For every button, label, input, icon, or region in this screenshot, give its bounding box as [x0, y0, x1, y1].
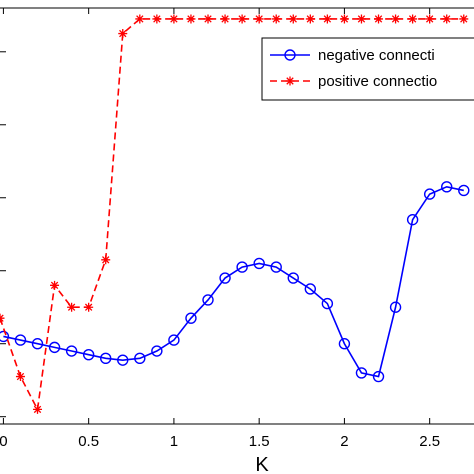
data-point-circle: [304, 283, 317, 295]
data-point-circle: [321, 297, 334, 310]
legend-box: [261, 37, 474, 101]
data-point-star: [15, 372, 25, 382]
x-tick-label: 0.5: [78, 433, 99, 450]
data-point-circle: [219, 272, 231, 284]
data-point-circle: [100, 352, 112, 365]
x-tick-label: 0: [0, 433, 8, 450]
data-point-star: [135, 14, 145, 24]
data-point-circle: [31, 338, 44, 350]
data-point-circle: [65, 345, 78, 357]
data-point-star: [101, 255, 111, 265]
series-layer: [0, 14, 470, 414]
data-point-circle: [458, 184, 470, 197]
data-point-star: [84, 302, 94, 312]
x-axis-ticks: 0 0.5 1 1.5 2 2.5: [0, 8, 440, 450]
data-point-star: [391, 14, 401, 24]
x-tick-label: 2.5: [419, 433, 440, 450]
data-point-circle: [236, 261, 248, 273]
data-point-circle: [406, 213, 419, 226]
data-point-circle: [355, 367, 368, 379]
data-point-circle: [14, 334, 27, 346]
data-point-star: [152, 14, 162, 24]
data-point-star: [169, 14, 179, 24]
data-point-star: [203, 14, 213, 24]
legend-marker-star: [285, 76, 295, 86]
data-point-circle: [423, 188, 436, 200]
data-point-circle: [117, 354, 129, 366]
data-point-star: [220, 14, 230, 24]
data-point-star: [305, 14, 315, 24]
plot-area: [0, 7, 474, 425]
data-point-star: [237, 14, 247, 24]
x-axis-label: K: [255, 454, 269, 474]
legend-label: negative connecti: [318, 47, 435, 64]
data-point-star: [118, 29, 128, 39]
data-point-star: [271, 14, 281, 24]
data-point-circle: [338, 338, 351, 350]
series-1: [0, 181, 470, 383]
data-point-circle: [287, 272, 299, 284]
data-point-star: [339, 14, 349, 24]
data-point-circle: [253, 257, 265, 270]
legend-label: positive connectio: [318, 73, 437, 90]
x-tick-label: 1.5: [249, 433, 270, 450]
data-point-star: [356, 14, 366, 24]
data-point-circle: [185, 312, 197, 324]
data-point-star: [186, 14, 196, 24]
data-point-star: [374, 14, 384, 24]
data-point-star: [288, 14, 298, 24]
legend: negative connecti positive connectio: [261, 37, 474, 101]
data-point-star: [254, 14, 264, 24]
legend-entry-2: positive connectio: [270, 73, 437, 90]
data-point-star: [442, 14, 452, 24]
series-2: [0, 14, 469, 414]
data-point-circle: [134, 352, 146, 365]
data-point-circle: [441, 181, 453, 193]
x-tick-label: 1: [170, 433, 178, 450]
data-point-circle: [270, 261, 282, 273]
data-point-circle: [372, 370, 385, 383]
data-point-star: [425, 14, 435, 24]
series-line: [3, 185, 464, 378]
data-point-star: [50, 280, 60, 290]
x-tick-label: 2: [340, 433, 348, 450]
legend-entry-1: negative connecti: [270, 47, 435, 64]
data-point-circle: [151, 345, 163, 357]
data-point-star: [408, 14, 418, 24]
data-point-star: [459, 14, 469, 24]
data-point-star: [322, 14, 332, 24]
data-point-circle: [168, 334, 180, 346]
data-point-star: [67, 302, 77, 312]
data-point-circle: [82, 348, 95, 361]
data-point-circle: [48, 341, 61, 354]
data-point-star: [33, 404, 43, 414]
data-point-circle: [202, 294, 214, 306]
legend-marker-circle: [284, 49, 296, 61]
series-line: [0, 18, 464, 413]
data-point-circle: [0, 330, 10, 343]
data-point-circle: [389, 301, 402, 313]
